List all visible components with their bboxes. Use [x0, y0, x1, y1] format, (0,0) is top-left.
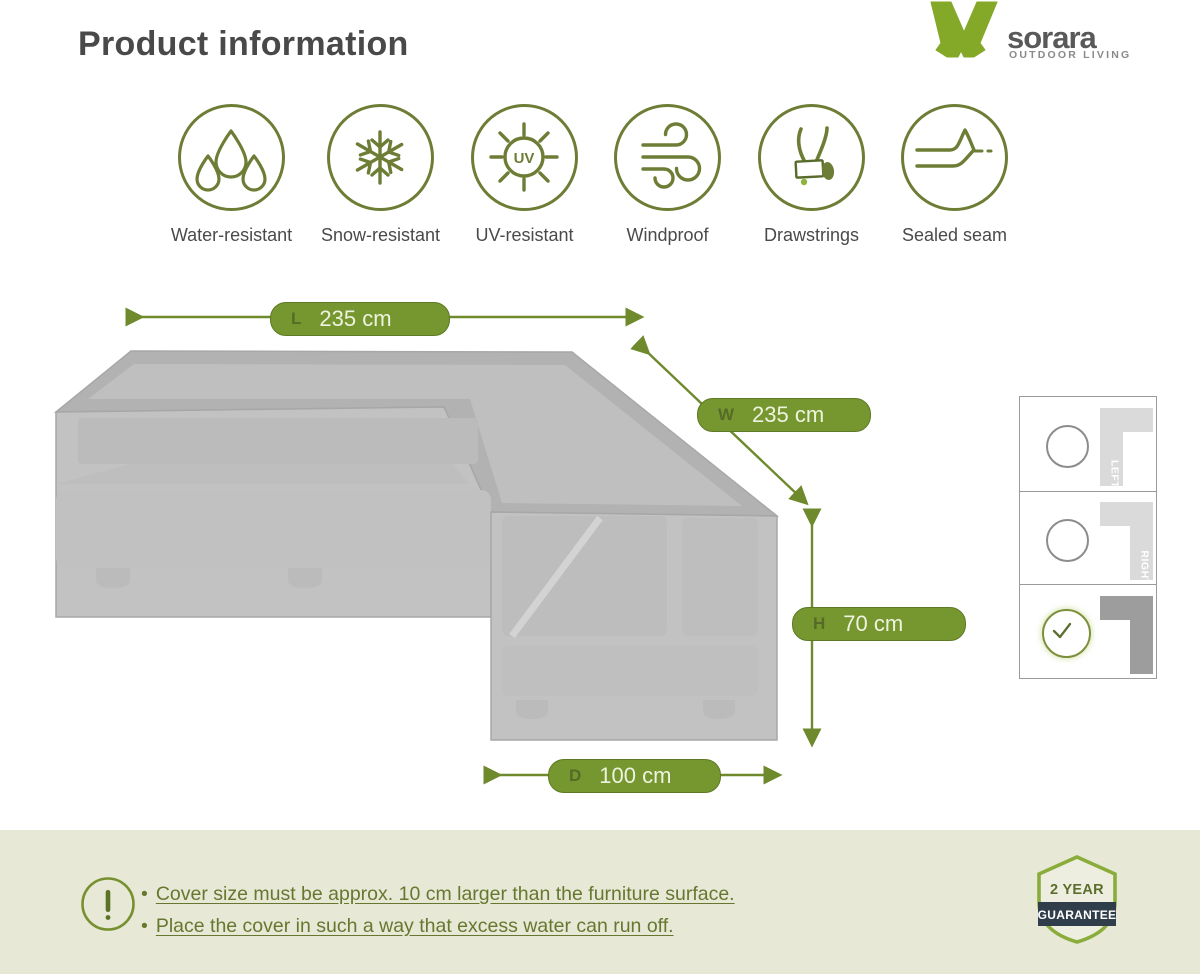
svg-text:LEFT: LEFT: [1109, 460, 1121, 486]
svg-text:GUARANTEE: GUARANTEE: [1038, 908, 1117, 922]
svg-text:RIGHT: RIGHT: [1139, 550, 1151, 580]
svg-text:2 YEAR: 2 YEAR: [1050, 882, 1104, 898]
